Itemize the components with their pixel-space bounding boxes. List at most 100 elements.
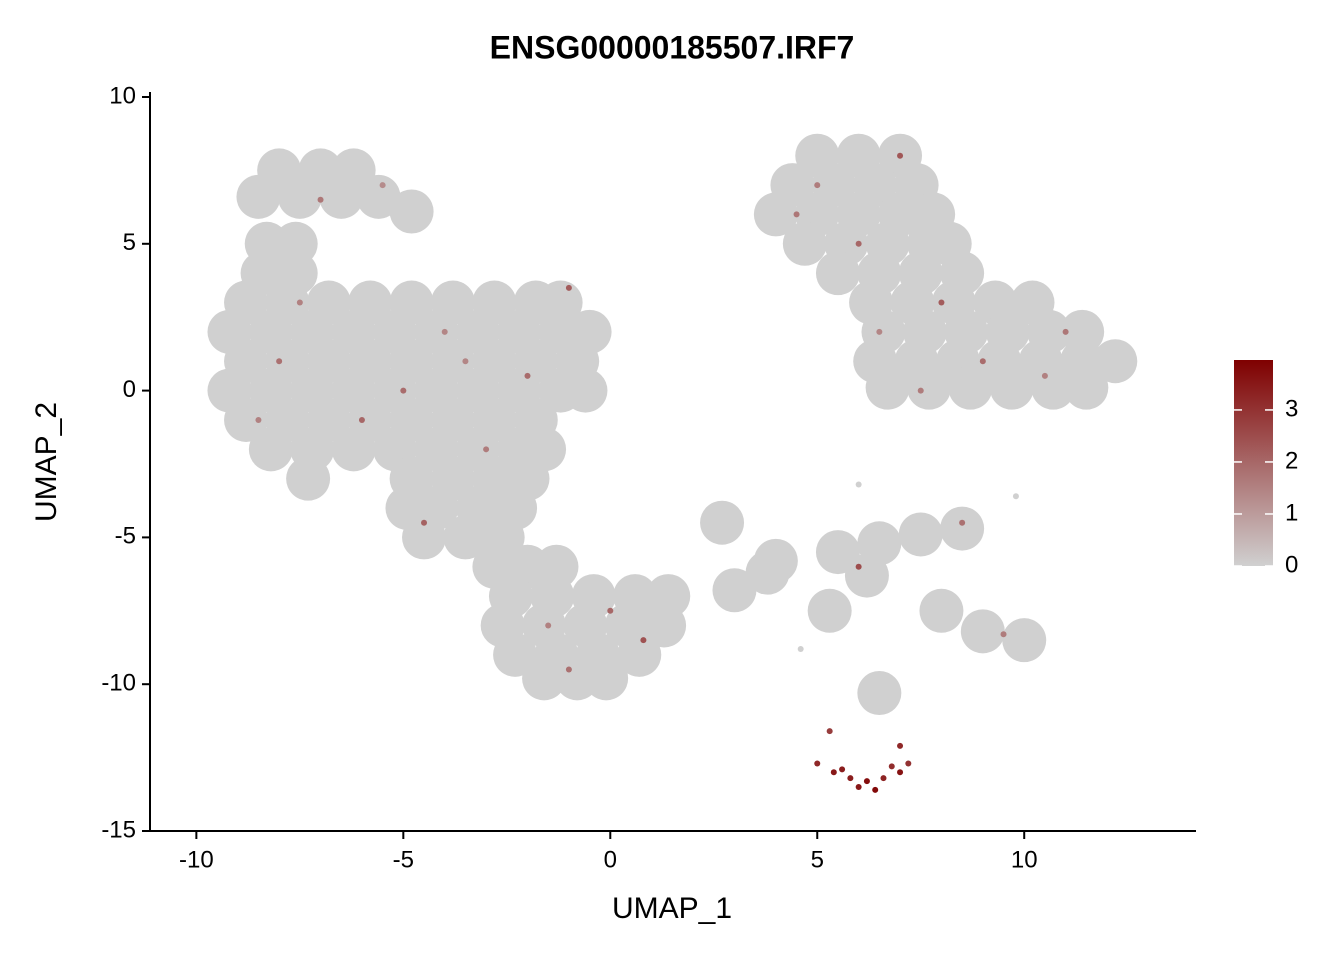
point	[839, 766, 846, 773]
point	[1064, 365, 1109, 410]
point	[358, 416, 365, 423]
point	[1062, 328, 1069, 335]
point	[905, 760, 912, 767]
point	[830, 769, 837, 776]
point	[356, 174, 401, 219]
point	[389, 189, 434, 234]
x-axis-label: UMAP_1	[612, 892, 732, 925]
point	[1012, 493, 1019, 500]
point	[855, 563, 862, 570]
point	[563, 368, 608, 413]
y-axis-label: UMAP_2	[30, 402, 63, 522]
point	[700, 500, 745, 545]
point	[441, 328, 448, 335]
point	[400, 387, 407, 394]
colorbar	[1234, 360, 1273, 566]
point	[989, 365, 1034, 410]
point	[919, 588, 964, 633]
point	[940, 506, 985, 551]
point	[897, 769, 904, 776]
point	[897, 152, 904, 159]
y-tick-label: 10	[109, 82, 136, 109]
point	[797, 645, 804, 652]
point	[224, 397, 269, 442]
point	[319, 174, 364, 219]
point	[545, 622, 552, 629]
point	[847, 775, 854, 782]
chart-title: ENSG00000185507.IRF7	[490, 29, 855, 65]
y-tick-label: 5	[123, 229, 136, 256]
point	[793, 211, 800, 218]
point	[959, 519, 966, 526]
point	[917, 387, 924, 394]
point	[782, 221, 827, 266]
point	[607, 607, 614, 614]
point	[907, 365, 952, 410]
point	[421, 519, 428, 526]
point	[888, 763, 895, 770]
axes: -10 -5 0 5 10 -15 -10 -5 0 5 10 0 1 2 3	[101, 82, 1298, 873]
point	[880, 775, 887, 782]
point	[565, 284, 572, 291]
point	[1093, 339, 1138, 384]
point	[979, 358, 986, 365]
point	[276, 358, 283, 365]
point	[255, 416, 262, 423]
points	[207, 133, 1138, 793]
y-tick-label: 0	[123, 376, 136, 403]
point	[522, 656, 567, 701]
point	[844, 553, 889, 598]
point	[402, 515, 447, 560]
x-tick-label: 5	[811, 846, 824, 873]
point	[753, 192, 798, 237]
point	[855, 783, 862, 790]
point	[863, 778, 870, 785]
point	[584, 656, 629, 701]
point	[898, 512, 943, 557]
point	[462, 358, 469, 365]
x-tick-label: -5	[393, 846, 414, 873]
point	[642, 603, 687, 648]
point	[814, 760, 821, 767]
point	[826, 728, 833, 735]
y-tick-label: -10	[101, 670, 136, 697]
point	[277, 174, 322, 219]
point	[617, 632, 662, 677]
y-tick-label: -15	[101, 816, 136, 843]
point	[815, 251, 860, 296]
point	[857, 671, 902, 716]
point	[1041, 372, 1048, 379]
point	[331, 427, 376, 472]
point	[712, 568, 757, 613]
point	[865, 365, 910, 410]
point	[565, 666, 572, 673]
point	[855, 481, 862, 488]
point	[1002, 618, 1047, 663]
point	[855, 240, 862, 247]
point	[379, 182, 386, 189]
point	[814, 182, 821, 189]
point	[745, 550, 790, 595]
point	[872, 786, 879, 793]
point	[938, 299, 945, 306]
x-tick-label: -10	[179, 846, 214, 873]
point	[807, 588, 852, 633]
colorbar-tick-label: 3	[1285, 395, 1298, 422]
colorbar-tick-label: 1	[1285, 499, 1298, 526]
point	[317, 196, 324, 203]
x-tick-label: 0	[604, 846, 617, 873]
point	[1000, 631, 1007, 638]
x-tick-label: 10	[1011, 846, 1038, 873]
point	[483, 446, 490, 453]
point	[524, 372, 531, 379]
point	[248, 427, 293, 472]
point	[948, 365, 993, 410]
colorbar-tick-label: 0	[1285, 551, 1298, 578]
point	[443, 515, 488, 560]
point	[296, 299, 303, 306]
point	[286, 456, 331, 501]
point	[876, 328, 883, 335]
point	[897, 742, 904, 749]
colorbar-tick-label: 2	[1285, 447, 1298, 474]
